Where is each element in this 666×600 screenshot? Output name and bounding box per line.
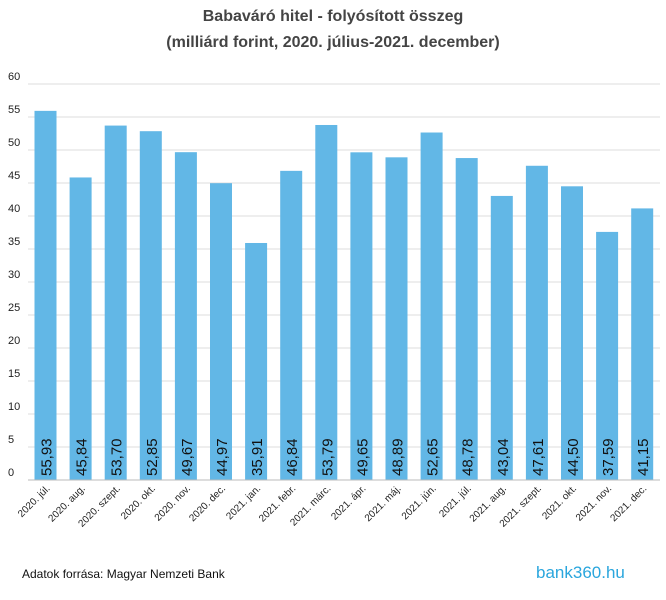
x-tick-label: 2020. dec. (187, 483, 228, 524)
data-label: 52,85 (144, 438, 161, 476)
x-tick-label: 2021. dec. (609, 483, 650, 524)
y-tick-label: 5 (8, 434, 14, 446)
bar (69, 177, 92, 480)
bar (280, 170, 303, 480)
data-label: 45,84 (74, 438, 91, 476)
data-label: 55,93 (39, 438, 56, 476)
bar (525, 165, 548, 481)
y-tick-label: 50 (8, 137, 20, 149)
x-tick-label: 2021. máj. (363, 483, 404, 524)
data-label: 53,79 (319, 438, 336, 476)
data-label: 35,91 (249, 438, 266, 476)
bar (104, 125, 127, 480)
x-tick-label: 2020. júl. (16, 483, 52, 519)
y-tick-label: 35 (8, 236, 20, 248)
bar (174, 152, 197, 481)
bar (139, 131, 162, 480)
bar (315, 124, 338, 481)
y-tick-label: 20 (8, 335, 20, 347)
bar (490, 195, 513, 480)
data-label: 49,67 (179, 438, 196, 476)
data-label: 37,59 (600, 438, 617, 476)
data-label: 53,70 (109, 438, 126, 476)
bar (596, 231, 619, 480)
bar (385, 157, 408, 481)
bar (455, 158, 478, 480)
data-label: 46,84 (284, 438, 301, 476)
bar (631, 208, 654, 480)
bank360-logo[interactable]: bank360.hu (536, 563, 625, 582)
bar (350, 152, 373, 480)
y-tick-label: 25 (8, 302, 20, 314)
data-label: 41,15 (635, 438, 652, 476)
bar (245, 242, 268, 480)
data-label: 47,61 (530, 438, 547, 476)
data-label: 48,89 (390, 438, 407, 476)
data-label: 43,04 (495, 438, 512, 476)
data-label: 49,65 (354, 438, 371, 476)
data-label: 44,97 (214, 438, 231, 476)
bar (561, 186, 583, 481)
x-tick-label: 2021. nov. (574, 483, 614, 523)
y-tick-label: 60 (8, 71, 20, 83)
data-label: 48,78 (460, 438, 477, 476)
bar (420, 132, 443, 480)
y-tick-label: 45 (8, 170, 20, 182)
x-tick-label: 2021. júl. (437, 483, 473, 519)
data-source-note: Adatok forrása: Magyar Nemzeti Bank (22, 567, 225, 581)
chart-title: Babaváró hitel - folyósított összeg (202, 8, 464, 25)
y-tick-label: 10 (8, 401, 20, 413)
y-tick-label: 40 (8, 203, 20, 215)
data-label: 44,50 (565, 438, 582, 476)
bar (34, 110, 57, 480)
x-tick-label: 2021. jún. (400, 483, 439, 522)
chart-subtitle: (milliárd forint, 2020. július-2021. dec… (166, 34, 500, 51)
y-tick-label: 55 (8, 104, 20, 116)
bar (210, 183, 232, 480)
x-tick-label: 2020. nov. (153, 483, 193, 523)
y-tick-label: 30 (8, 269, 20, 281)
y-tick-label: 15 (8, 368, 20, 380)
data-label: 52,65 (425, 438, 442, 476)
y-tick-label: 0 (8, 467, 14, 479)
